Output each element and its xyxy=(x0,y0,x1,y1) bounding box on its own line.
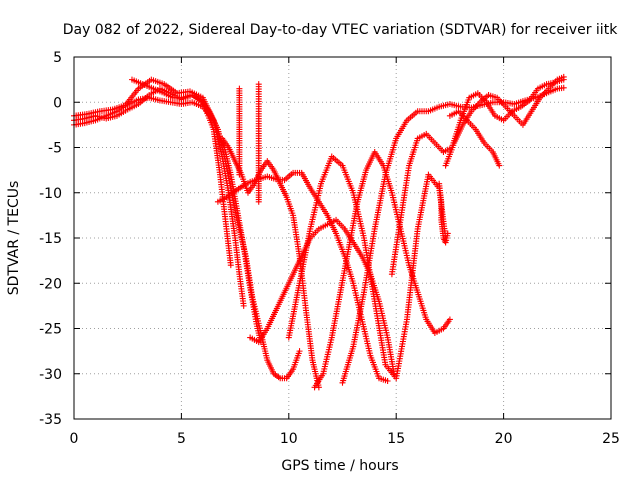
x-tick-label: 20 xyxy=(495,431,513,447)
data-point xyxy=(236,171,243,178)
x-tick-label: 25 xyxy=(602,431,620,447)
axis-ticks xyxy=(73,56,612,420)
x-tick-label: 5 xyxy=(177,431,186,447)
series-pass-9 xyxy=(311,149,453,391)
y-tick-label: -5 xyxy=(48,141,62,157)
data-point xyxy=(444,230,451,237)
x-tick-label: 15 xyxy=(387,431,405,447)
series-pass-13 xyxy=(446,108,503,169)
y-tick-label: -20 xyxy=(39,276,62,292)
series-pass-5 xyxy=(214,169,391,384)
data-point xyxy=(446,316,453,323)
x-tick-label: 0 xyxy=(70,431,79,447)
y-tick-label: -30 xyxy=(39,367,62,383)
series-spike-2 xyxy=(255,81,262,205)
data-point xyxy=(255,198,262,205)
y-axis-label: SDTVAR / TECUs xyxy=(6,181,22,296)
y-tick-labels: 5 0 -5 -10 -15 -20 -25 -30 -35 xyxy=(39,50,62,428)
data-point xyxy=(240,302,247,309)
series-spike-3 xyxy=(436,180,451,246)
series-spike-1 xyxy=(236,85,243,178)
data-point xyxy=(560,73,567,80)
series-pass-6 xyxy=(219,135,322,391)
series-pass-12 xyxy=(442,73,567,169)
y-tick-label: 5 xyxy=(53,50,62,66)
x-axis-label: GPS time / hours xyxy=(281,458,398,474)
series-pass-7 xyxy=(247,216,398,377)
data-point xyxy=(296,348,303,355)
data-point xyxy=(384,377,391,384)
series-pass-4 xyxy=(128,76,303,382)
y-tick-label: -15 xyxy=(39,231,62,247)
y-tick-label: -35 xyxy=(39,412,62,428)
y-tick-label: -25 xyxy=(39,322,62,338)
data-markers xyxy=(71,73,567,391)
series-pass-10 xyxy=(339,84,567,386)
x-tick-label: 10 xyxy=(280,431,298,447)
data-point xyxy=(496,162,503,169)
data-point xyxy=(560,84,567,91)
y-tick-label: 0 xyxy=(53,95,62,111)
x-tick-labels: 0 5 10 15 20 25 xyxy=(70,431,620,447)
chart-title: Day 082 of 2022, Sidereal Day-to-day VTE… xyxy=(63,22,618,38)
data-point xyxy=(227,262,234,269)
y-tick-label: -10 xyxy=(39,186,62,202)
